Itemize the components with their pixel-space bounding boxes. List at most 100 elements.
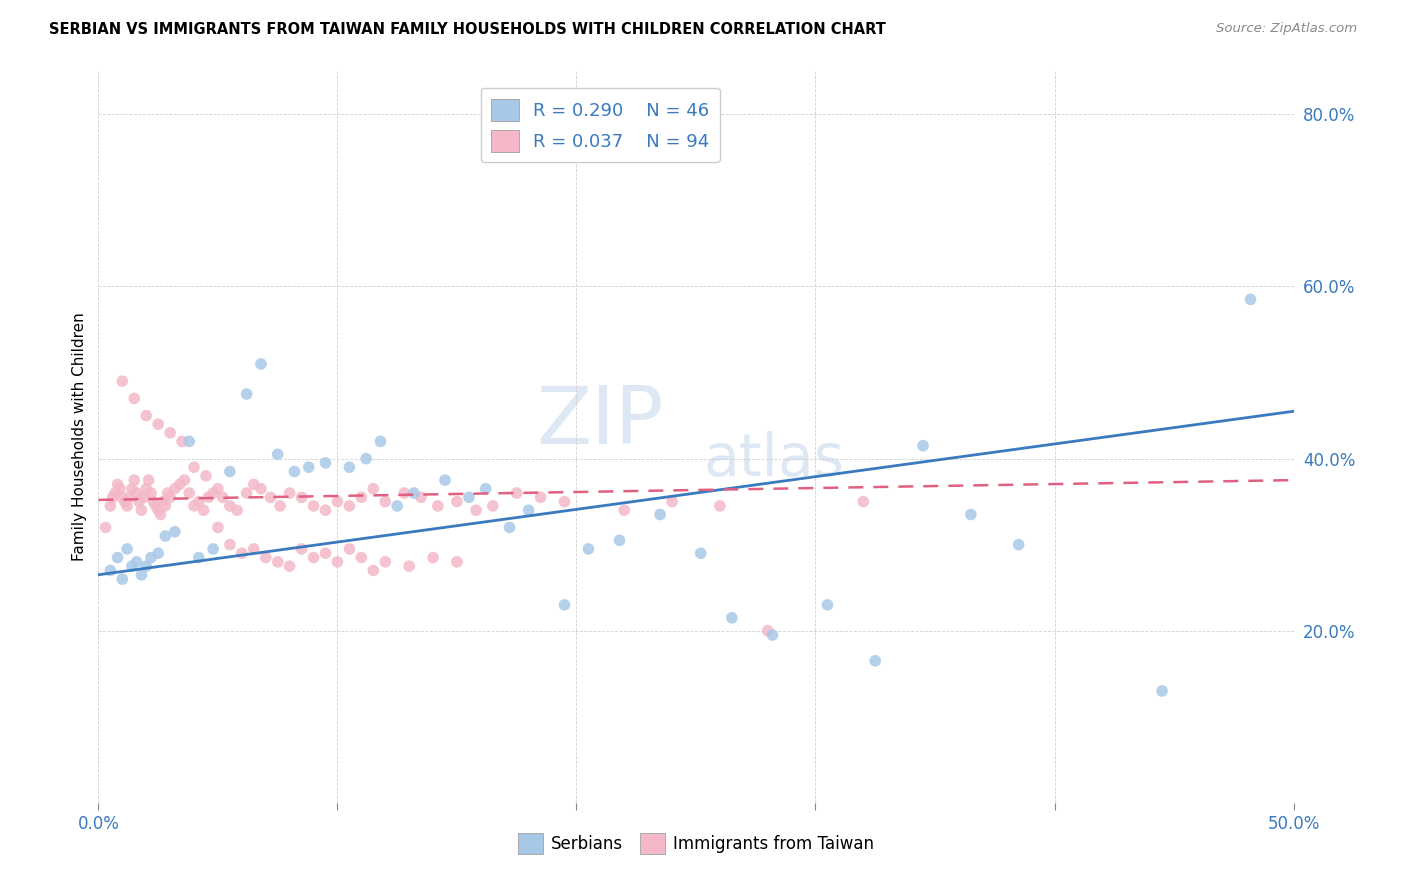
Point: [98, 499, 122, 513]
Point: [1008, 538, 1031, 552]
Point: [211, 491, 233, 505]
Point: [131, 503, 153, 517]
Point: [219, 499, 242, 513]
Text: ZIP: ZIP: [537, 384, 664, 461]
Point: [267, 555, 290, 569]
Point: [554, 494, 576, 508]
Point: [111, 491, 134, 505]
Point: [815, 598, 838, 612]
Point: [315, 546, 337, 560]
Point: [219, 465, 242, 479]
Point: [243, 477, 266, 491]
Point: [193, 503, 215, 517]
Point: [302, 499, 325, 513]
Point: [554, 598, 576, 612]
Point: [197, 491, 219, 505]
Point: [613, 503, 636, 517]
Point: [326, 494, 349, 508]
Point: [173, 473, 195, 487]
Point: [315, 456, 337, 470]
Point: [354, 451, 377, 466]
Point: [159, 491, 181, 505]
Point: [187, 550, 209, 565]
Point: [121, 559, 143, 574]
Point: [339, 499, 361, 513]
Point: [865, 654, 887, 668]
Point: [269, 499, 291, 513]
Point: [202, 541, 225, 556]
Point: [402, 486, 425, 500]
Point: [350, 491, 373, 505]
Point: [219, 538, 242, 552]
Point: [115, 499, 138, 513]
Point: [179, 486, 201, 500]
Point: [517, 503, 540, 517]
Point: [148, 503, 170, 517]
Point: [283, 465, 305, 479]
Point: [135, 482, 157, 496]
Point: [135, 559, 157, 574]
Point: [163, 482, 186, 496]
Point: [761, 628, 783, 642]
Point: [446, 555, 468, 569]
Point: [94, 520, 117, 534]
Point: [243, 541, 266, 556]
Point: [104, 486, 127, 500]
Point: [235, 387, 257, 401]
Point: [142, 494, 165, 508]
Point: [1152, 684, 1174, 698]
Point: [155, 499, 177, 513]
Point: [278, 559, 301, 574]
Point: [689, 546, 711, 560]
Point: [411, 491, 433, 505]
Point: [155, 529, 177, 543]
Point: [121, 482, 143, 496]
Point: [179, 434, 201, 449]
Point: [326, 555, 349, 569]
Point: [363, 564, 385, 578]
Point: [138, 473, 160, 487]
Point: [302, 550, 325, 565]
Point: [370, 434, 392, 449]
Point: [661, 494, 683, 508]
Point: [128, 494, 150, 508]
Point: [458, 491, 481, 505]
Point: [709, 499, 731, 513]
Point: [911, 439, 934, 453]
Point: [207, 520, 229, 534]
Point: [125, 555, 148, 569]
Point: [250, 357, 273, 371]
Text: SERBIAN VS IMMIGRANTS FROM TAIWAN FAMILY HOUSEHOLDS WITH CHILDREN CORRELATION CH: SERBIAN VS IMMIGRANTS FROM TAIWAN FAMILY…: [49, 22, 886, 37]
Point: [315, 503, 337, 517]
Point: [474, 482, 496, 496]
Point: [465, 503, 488, 517]
Point: [852, 494, 875, 508]
Point: [124, 473, 146, 487]
Point: [125, 486, 148, 500]
Point: [163, 524, 186, 539]
Point: [259, 491, 281, 505]
Point: [107, 477, 129, 491]
Point: [363, 482, 385, 496]
Point: [118, 491, 141, 505]
Text: Source: ZipAtlas.com: Source: ZipAtlas.com: [1216, 22, 1357, 36]
Point: [195, 468, 218, 483]
Point: [183, 499, 205, 513]
Point: [101, 491, 124, 505]
Point: [350, 550, 373, 565]
Point: [721, 611, 744, 625]
Point: [114, 494, 136, 508]
Point: [374, 555, 396, 569]
Point: [108, 482, 131, 496]
Point: [226, 503, 249, 517]
Point: [291, 541, 314, 556]
Point: [111, 374, 134, 388]
Point: [385, 499, 409, 513]
Point: [131, 567, 153, 582]
Point: [278, 486, 301, 500]
Y-axis label: Family Households with Children: Family Households with Children: [72, 313, 87, 561]
Point: [132, 491, 155, 505]
Point: [426, 499, 449, 513]
Point: [111, 572, 134, 586]
Point: [172, 434, 194, 449]
